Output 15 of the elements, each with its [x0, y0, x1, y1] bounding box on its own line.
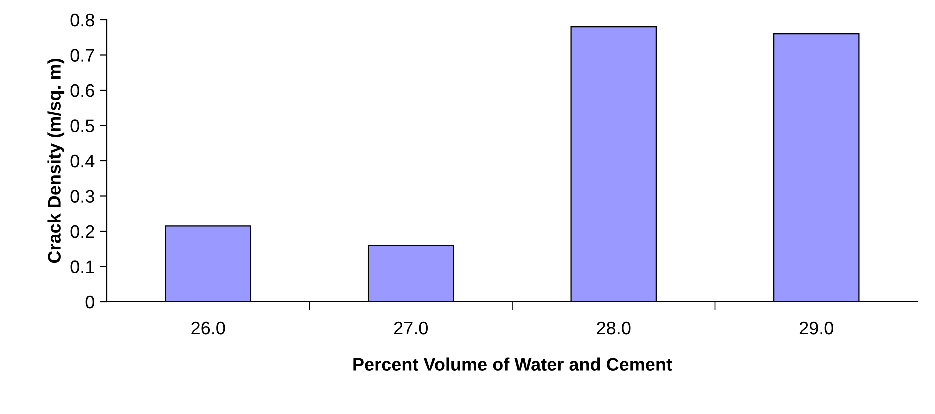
y-tick-label: 0.3 [70, 190, 94, 203]
y-tick-label: 0.5 [70, 120, 94, 132]
y-tick-label: 0 [86, 296, 94, 309]
x-tick-label: 26.0 [192, 322, 226, 335]
x-tick-label: 29.0 [800, 322, 834, 335]
x-tick-label: 27.0 [394, 322, 428, 335]
y-axis-title: Crack Density (m/sq. m) [48, 59, 65, 264]
x-axis-title: Percent Volume of Water and Cement [354, 358, 672, 371]
y-tick-label: 0.7 [70, 49, 94, 62]
y-tick-label: 0.1 [70, 260, 94, 274]
y-tick-label: 0.8 [70, 14, 94, 27]
x-tick-label: 28.0 [597, 322, 631, 335]
y-tick-label: 0.2 [70, 225, 94, 238]
y-tick-label: 0.6 [70, 84, 94, 98]
y-tick-label: 0.4 [70, 154, 95, 168]
